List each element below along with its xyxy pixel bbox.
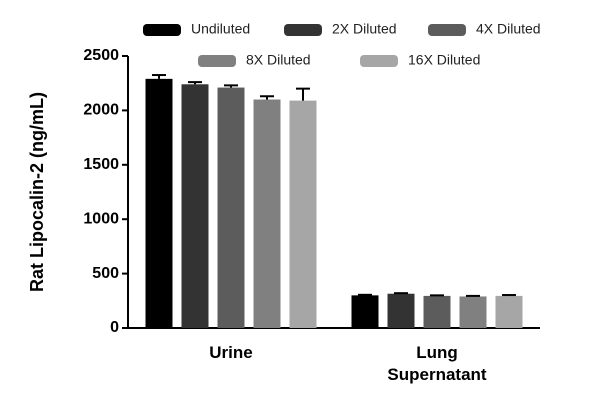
y-tick-label: 500	[92, 265, 119, 282]
y-tick-label: 0	[110, 319, 119, 336]
bar	[253, 99, 281, 329]
y-tick-label: 2000	[83, 102, 119, 119]
legend-swatch	[143, 24, 181, 36]
y-tick-label: 2500	[83, 47, 119, 64]
bar	[289, 100, 317, 328]
x-tick-label: Urine	[209, 343, 253, 362]
y-tick-label: 1000	[83, 210, 119, 227]
y-axis-title: Rat Lipocalin-2 (ng/mL)	[27, 92, 47, 292]
bar	[145, 78, 173, 329]
legend-label: Undiluted	[191, 21, 250, 37]
legend-label: 2X Diluted	[332, 21, 397, 37]
legend-swatch	[198, 55, 236, 67]
bar	[217, 87, 245, 328]
bar	[423, 295, 451, 328]
y-tick-label: 1500	[83, 156, 119, 173]
bar	[495, 295, 523, 328]
legend-swatch	[428, 24, 466, 36]
bar	[459, 296, 487, 328]
bar	[351, 295, 379, 328]
legend-label: 16X Diluted	[408, 52, 480, 68]
legend-swatch	[284, 24, 322, 36]
legend-swatch	[360, 55, 398, 67]
bar	[387, 293, 415, 328]
x-tick-label: Lung Supernatant	[387, 343, 487, 384]
bar	[181, 84, 209, 329]
legend-label: 4X Diluted	[476, 21, 541, 37]
legend-label: 8X Diluted	[246, 52, 311, 68]
